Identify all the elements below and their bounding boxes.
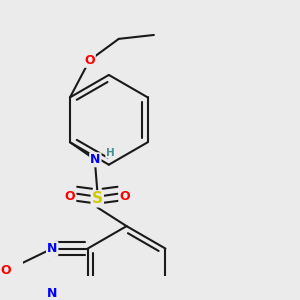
Text: N: N [47,287,57,300]
Text: S: S [92,191,103,206]
Text: O: O [65,190,75,203]
Text: O: O [1,265,11,278]
Text: O: O [84,54,95,67]
Text: N: N [47,242,57,255]
Text: N: N [90,153,100,166]
Text: H: H [106,148,115,158]
Text: O: O [119,190,130,203]
